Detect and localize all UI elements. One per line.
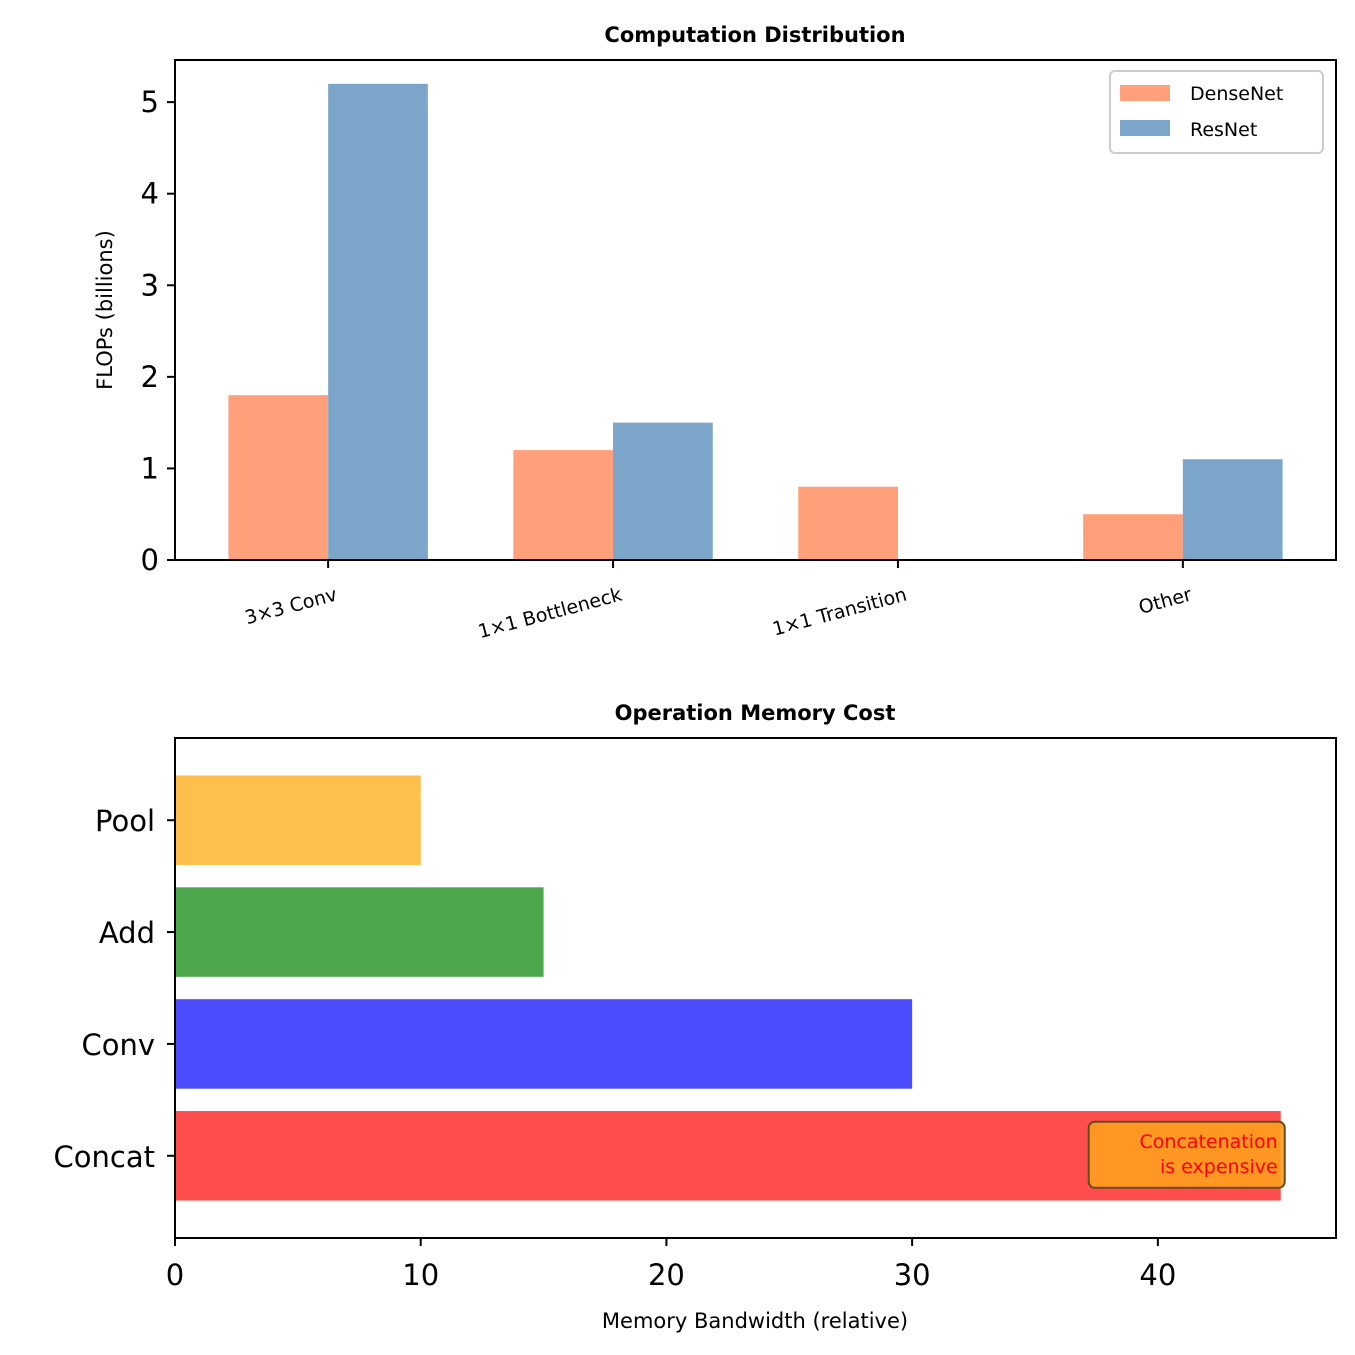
bottom-chart-title: Operation Memory Cost xyxy=(615,701,896,725)
bottom-plot-frame xyxy=(174,737,1337,1239)
legend-swatch-densenet xyxy=(1120,85,1170,101)
bar-conv xyxy=(175,999,913,1089)
annotation-text-line: is expensive xyxy=(1160,1156,1278,1178)
annotation-text-line: Concatenation xyxy=(1139,1131,1277,1153)
bar-resnet-1-1-bottleneck xyxy=(613,422,713,560)
annotation-box xyxy=(1087,1120,1286,1189)
y-tick-label-pool: Pool xyxy=(95,804,155,838)
x-tick-label: 40 xyxy=(1139,1258,1176,1292)
x-tick-label: 0 xyxy=(166,1258,184,1292)
annotation-concatenation: Concatenation is expensive xyxy=(1087,1120,1286,1189)
top-plot-frame xyxy=(174,59,1337,561)
x-tick-label-other: Other xyxy=(1136,584,1194,619)
y-tick-label-concat: Concat xyxy=(54,1140,155,1174)
y-tick-label: 5 xyxy=(141,85,159,119)
x-tick-label-1-1-bottleneck: 1×1 Bottleneck xyxy=(476,584,625,644)
top-y-axis-label: FLOPs (billions) xyxy=(93,230,117,390)
y-tick-label: 4 xyxy=(141,177,159,211)
x-tick-label: 30 xyxy=(894,1258,931,1292)
legend-swatch-resnet xyxy=(1120,120,1170,136)
legend: DenseNet ResNet xyxy=(1109,70,1324,154)
y-tick-label: 0 xyxy=(141,543,159,577)
bar-densenet-other xyxy=(1083,514,1183,560)
x-tick-label: 10 xyxy=(402,1258,439,1292)
computation-distribution-chart: Computation Distribution FLOPs (billions… xyxy=(93,23,1337,644)
y-tick-label: 3 xyxy=(141,268,159,302)
y-tick-label: 2 xyxy=(141,360,159,394)
x-tick-label-1-1-transition: 1×1 Transition xyxy=(770,584,909,641)
y-tick-label: 1 xyxy=(141,451,159,485)
bar-pool xyxy=(175,775,421,865)
bottom-x-axis-label: Memory Bandwidth (relative) xyxy=(602,1309,908,1333)
bar-resnet-other xyxy=(1182,459,1283,560)
bar-densenet-1-1-bottleneck xyxy=(513,450,614,560)
legend-label-densenet: DenseNet xyxy=(1190,83,1283,105)
top-chart-title: Computation Distribution xyxy=(604,23,905,47)
x-tick-label: 20 xyxy=(648,1258,685,1292)
x-tick-label-3-3-conv: 3×3 Conv xyxy=(243,584,340,630)
y-tick-label-conv: Conv xyxy=(81,1028,155,1062)
y-tick-label-add: Add xyxy=(99,916,155,950)
bar-densenet-1-1-transition xyxy=(798,486,898,560)
operation-memory-cost-chart: Operation Memory Cost ConcatConvAddPool … xyxy=(54,701,1337,1333)
bar-resnet-3-3-conv xyxy=(328,83,428,561)
bar-add xyxy=(175,887,544,977)
legend-label-resnet: ResNet xyxy=(1190,119,1257,141)
bar-densenet-3-3-conv xyxy=(228,395,329,560)
